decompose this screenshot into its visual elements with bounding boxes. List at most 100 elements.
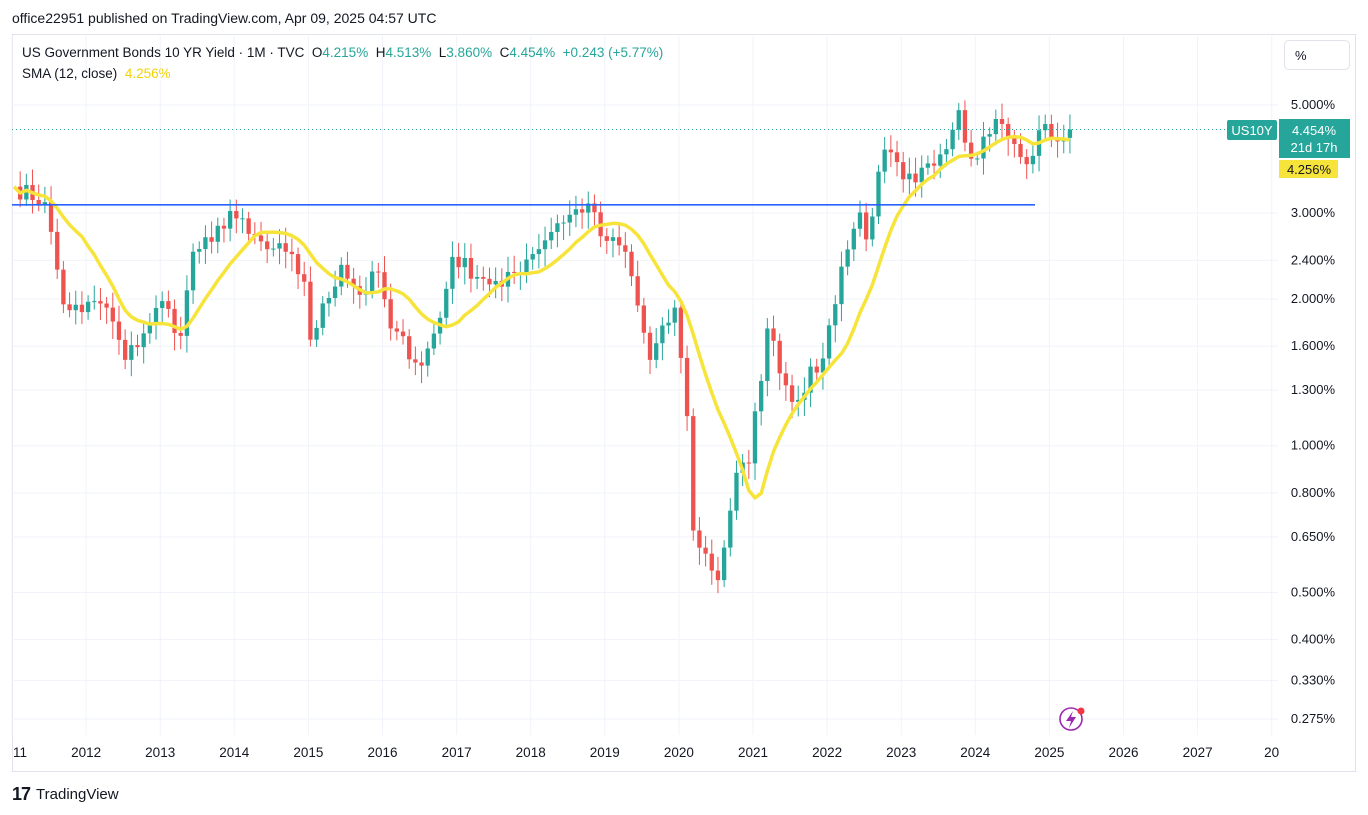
candle-body: [1067, 129, 1073, 138]
candle-body: [48, 202, 54, 232]
candle-body: [98, 301, 103, 304]
candle-body: [1030, 155, 1036, 165]
candle-body: [190, 251, 196, 291]
candle-body: [579, 209, 585, 213]
candle-body: [85, 301, 91, 313]
candle-body: [166, 301, 171, 309]
candle-body: [524, 259, 529, 273]
candle-body: [938, 154, 943, 166]
candle-body: [493, 280, 498, 285]
x-tick-label: 2015: [293, 745, 323, 760]
candle-body: [925, 163, 931, 168]
candle-body: [610, 237, 616, 241]
candle-body: [870, 216, 875, 240]
candle-body: [616, 237, 622, 246]
x-tick-label: 2020: [664, 745, 694, 760]
y-tick-label: 1.000%: [1291, 438, 1336, 453]
candle-body: [660, 325, 665, 344]
candle-body: [512, 271, 517, 273]
candle-body: [777, 340, 782, 374]
open-label: O: [311, 45, 323, 60]
candle-body: [481, 276, 486, 279]
candle-body: [981, 136, 986, 159]
candle-body: [530, 254, 535, 260]
candle-body: [394, 328, 400, 332]
candle-body: [110, 307, 115, 322]
candle-body: [987, 134, 992, 137]
candle-body: [672, 307, 677, 323]
candle-body: [975, 158, 980, 160]
close-value: 4.454%: [509, 45, 556, 60]
candle-body: [641, 305, 647, 333]
candle-body: [567, 214, 572, 223]
x-tick-label: 2012: [71, 745, 101, 760]
x-tick-label: 2016: [367, 745, 397, 760]
candle-body: [400, 331, 406, 337]
candle-body: [209, 237, 214, 242]
y-tick-label: 0.800%: [1291, 485, 1336, 500]
candles: [18, 100, 1073, 594]
candle-body: [339, 264, 344, 287]
x-tick-label: 2013: [145, 745, 175, 760]
symbol-title: US Government Bonds 10 YR Yield · 1M · T…: [22, 45, 305, 60]
candle-body: [215, 225, 220, 242]
candle-body: [413, 359, 418, 363]
candle-body: [456, 256, 461, 268]
y-tick-label: 0.500%: [1291, 584, 1336, 599]
candle-body: [962, 110, 968, 143]
x-tick-label: 11: [13, 745, 27, 760]
percent-scale-button[interactable]: %: [1284, 40, 1350, 70]
x-axis: 11 2012 2013 2014 2015 2016 2017 2018 2019 2020 20…: [13, 745, 1279, 760]
sma-line: [12, 134, 1071, 500]
footer-brand[interactable]: 17 TradingView: [12, 784, 119, 805]
candle-body: [221, 225, 227, 229]
candle-body: [814, 366, 819, 373]
candle-body: [876, 171, 881, 217]
candle-body: [116, 321, 122, 340]
candle-body: [277, 243, 282, 249]
candle-body: [382, 272, 387, 300]
candle-body: [759, 380, 764, 412]
x-tick-label: 2024: [960, 745, 991, 760]
candle-body: [104, 303, 109, 308]
candle-body: [388, 299, 393, 329]
footer-brand-name: TradingView: [36, 786, 119, 803]
candle-body: [92, 301, 97, 303]
candle-body: [147, 325, 153, 334]
candle-body: [703, 547, 708, 554]
candle-body: [894, 152, 900, 163]
grid-lines: [11, 36, 1278, 735]
candle-body: [555, 223, 560, 232]
candle-body: [820, 358, 826, 373]
candle-body: [789, 385, 795, 402]
candle-body: [956, 110, 961, 130]
price-badge-value: 4.454%: [1292, 123, 1337, 138]
publisher-line: office22951 published on TradingView.com…: [12, 10, 437, 26]
x-tick-label: 20: [1264, 745, 1279, 760]
candle-body: [67, 304, 72, 311]
x-tick-label: 2014: [219, 745, 250, 760]
candle-body: [407, 336, 412, 360]
candle-body: [42, 202, 48, 205]
sma-badge-value: 4.256%: [1287, 162, 1332, 177]
candle-body: [783, 373, 789, 386]
close-label: C: [499, 45, 510, 60]
candle-body: [919, 167, 924, 183]
y-tick-label: 0.650%: [1291, 529, 1336, 544]
candle-body: [623, 245, 628, 252]
y-tick-label: 0.330%: [1291, 672, 1336, 687]
y-tick-label: 0.400%: [1291, 632, 1336, 647]
candle-body: [913, 173, 918, 183]
price-badge: [1279, 119, 1350, 158]
candle-body: [1012, 138, 1017, 144]
candle-body: [295, 254, 301, 275]
candle-body: [999, 119, 1005, 124]
candle-body: [271, 248, 276, 250]
y-tick-label: 2.400%: [1291, 252, 1336, 267]
candle-body: [721, 547, 727, 581]
candle-body: [184, 290, 190, 336]
candle-body: [431, 333, 437, 349]
lightning-icon[interactable]: [1059, 707, 1085, 731]
x-tick-label: 2023: [886, 745, 916, 760]
